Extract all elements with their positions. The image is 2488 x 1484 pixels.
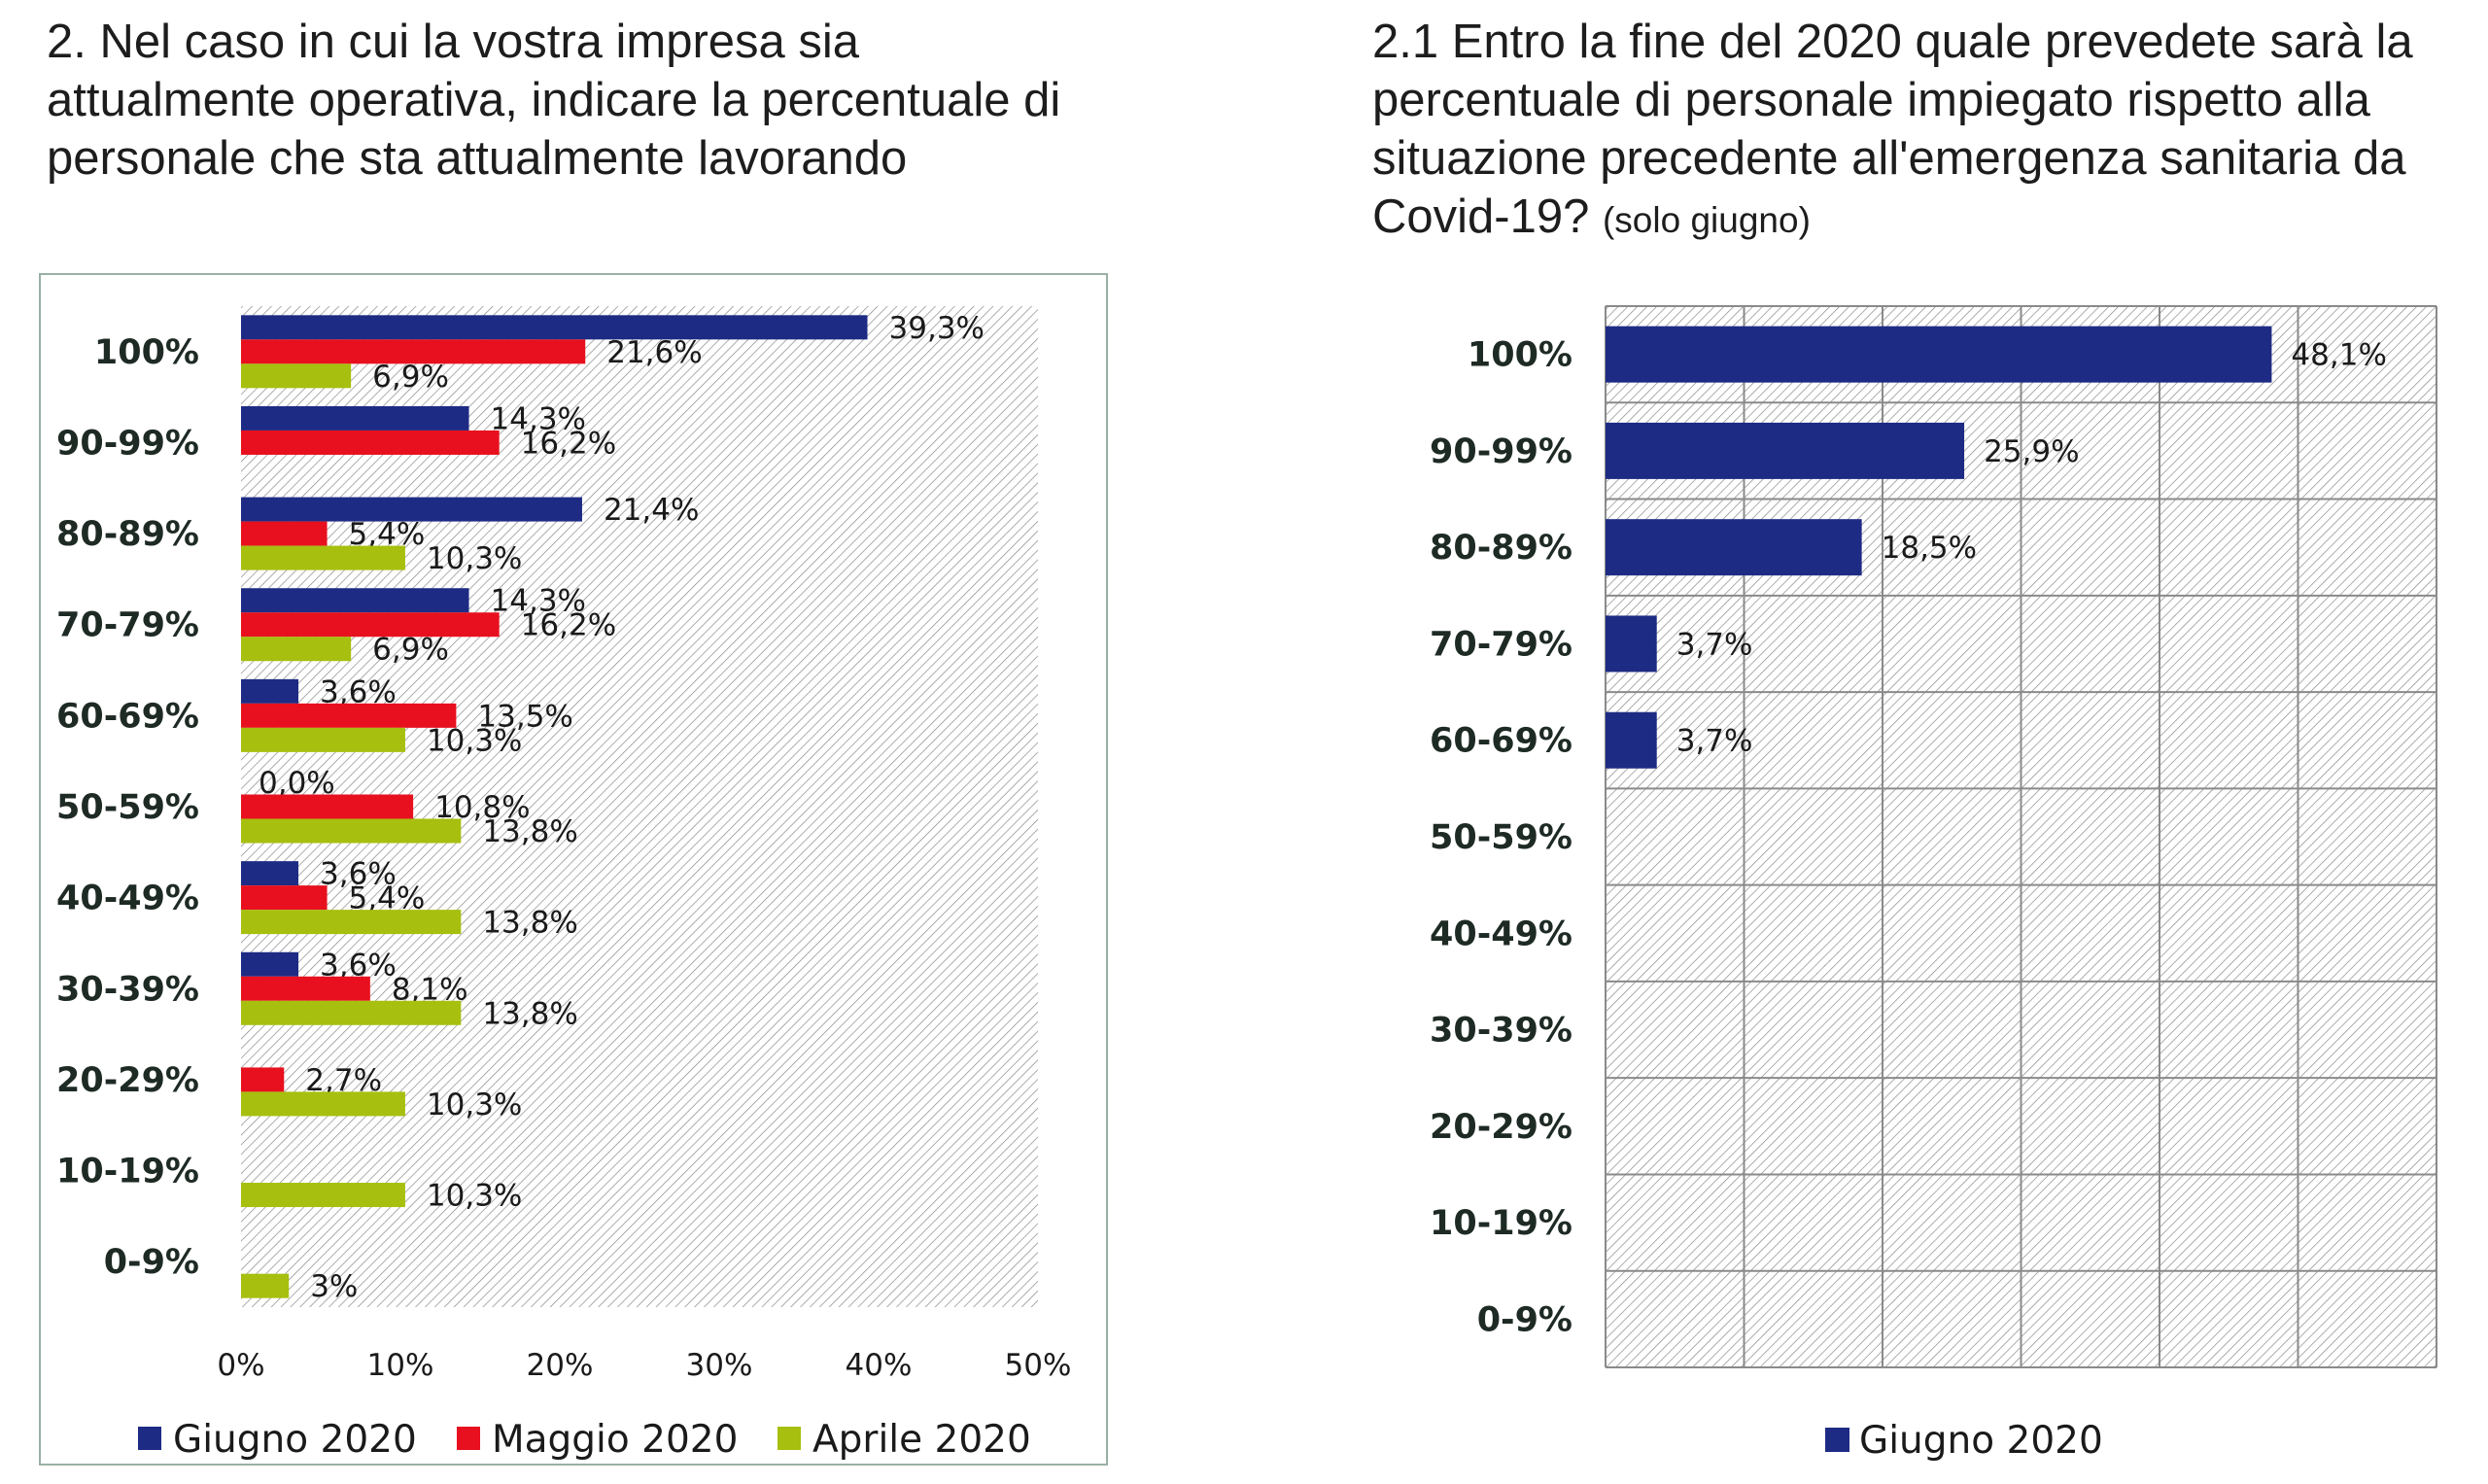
- right-legend-label: Giugno 2020: [1859, 1419, 2103, 1463]
- left-data-label: 3,6%: [320, 857, 397, 892]
- left-data-label: 3%: [310, 1269, 358, 1304]
- right-data-label: 3,7%: [1676, 724, 1753, 759]
- right-data-label: 3,7%: [1676, 627, 1753, 662]
- left-bar: [241, 1273, 290, 1298]
- left-bar: [241, 430, 500, 455]
- left-x-tick-label: 30%: [686, 1348, 753, 1383]
- left-data-label: 16,2%: [521, 608, 616, 643]
- left-legend-swatch: [138, 1427, 161, 1450]
- left-data-label: 14,3%: [491, 584, 586, 619]
- left-bar: [241, 497, 582, 522]
- right-category-label: 50-59%: [1430, 818, 1572, 857]
- left-bar: [241, 1091, 405, 1117]
- left-chart: 100%39,3%21,6%6,9%90-99%14,3%16,2%80-89%…: [56, 311, 1071, 1462]
- left-bar: [241, 405, 469, 431]
- left-category-label: 0-9%: [104, 1243, 199, 1282]
- right-bar: [1606, 326, 2272, 383]
- left-bar: [241, 521, 328, 546]
- left-legend-label: Giugno 2020: [173, 1418, 417, 1462]
- left-category-label: 80-89%: [56, 515, 199, 554]
- left-data-label: 21,4%: [604, 493, 699, 528]
- right-chart-title: 2.1 Entro la fine del 2020 quale prevede…: [1372, 13, 2471, 250]
- right-category-label: 90-99%: [1430, 432, 1572, 471]
- left-data-label: 13,8%: [482, 996, 577, 1031]
- right-category-label: 100%: [1468, 336, 1572, 375]
- left-bar: [241, 363, 352, 389]
- left-bar: [241, 545, 405, 570]
- left-chart-title: 2. Nel caso in cui la vostra impresa sia…: [47, 16, 1061, 185]
- right-bar: [1606, 711, 1657, 769]
- right-bar: [1606, 615, 1657, 673]
- left-data-label: 16,2%: [521, 426, 616, 461]
- left-bar: [241, 885, 328, 911]
- left-data-label: 6,9%: [372, 360, 449, 395]
- right-bar: [1606, 519, 1862, 576]
- left-category-label: 60-69%: [56, 697, 199, 736]
- right-category-label: 40-49%: [1430, 915, 1572, 953]
- left-data-label: 13,8%: [482, 906, 577, 941]
- left-legend-swatch: [778, 1427, 801, 1450]
- left-bar: [241, 678, 299, 704]
- right-bar: [1606, 422, 1965, 479]
- left-data-label: 10,3%: [427, 1087, 522, 1122]
- left-bar: [241, 612, 500, 638]
- left-x-tick-label: 40%: [846, 1348, 913, 1383]
- right-category-label: 80-89%: [1430, 529, 1572, 568]
- left-data-label: 13,5%: [477, 699, 572, 734]
- left-bar: [241, 976, 370, 1001]
- left-category-label: 50-59%: [56, 788, 199, 827]
- left-data-label: 10,3%: [427, 723, 522, 758]
- left-bar: [241, 339, 586, 364]
- left-category-label: 70-79%: [56, 606, 199, 645]
- left-x-tick-label: 50%: [1005, 1348, 1072, 1383]
- left-bar: [241, 794, 414, 819]
- left-category-label: 40-49%: [56, 880, 199, 918]
- left-bar: [241, 637, 352, 662]
- left-bar: [241, 703, 457, 728]
- left-legend-swatch: [457, 1427, 480, 1450]
- left-data-label: 21,6%: [606, 335, 702, 370]
- left-category-label: 10-19%: [56, 1153, 199, 1191]
- right-category-label: 0-9%: [1477, 1300, 1572, 1339]
- left-bar: [241, 1183, 405, 1208]
- left-category-label: 100%: [94, 333, 199, 372]
- left-legend-label: Aprile 2020: [812, 1418, 1031, 1462]
- left-data-label: 14,3%: [491, 401, 586, 436]
- right-category-label: 10-19%: [1430, 1204, 1572, 1243]
- right-data-label: 25,9%: [1984, 434, 2079, 469]
- right-data-label: 18,5%: [1882, 531, 1977, 566]
- left-x-tick-label: 0%: [217, 1348, 264, 1383]
- left-bar: [241, 1000, 462, 1025]
- left-category-label: 90-99%: [56, 424, 199, 463]
- left-bar: [241, 727, 405, 752]
- right-category-label: 30-39%: [1430, 1012, 1572, 1051]
- right-chart-title-main: 2.1 Entro la fine del 2020 quale prevede…: [1372, 16, 2413, 243]
- left-data-label: 13,8%: [482, 814, 577, 849]
- left-bar: [241, 588, 469, 613]
- left-bar: [241, 1067, 285, 1092]
- left-data-label: 10,3%: [427, 541, 522, 576]
- right-category-label: 70-79%: [1430, 625, 1572, 664]
- left-bar: [241, 951, 299, 977]
- right-category-label: 60-69%: [1430, 722, 1572, 761]
- right-legend-swatch: [1825, 1428, 1849, 1452]
- right-chart-title-note: (solo giugno): [1602, 200, 1811, 240]
- right-chart: 100% 48,1% 90-99% 25,9% 80-89% 18,5% 70-79% 3,7…: [1430, 305, 2437, 1463]
- left-x-tick-label: 10%: [367, 1348, 434, 1383]
- left-bar: [241, 315, 868, 340]
- left-category-label: 20-29%: [56, 1061, 199, 1100]
- left-data-label: 10,3%: [427, 1179, 522, 1214]
- right-category-label: 20-29%: [1430, 1108, 1572, 1147]
- left-bar: [241, 861, 299, 886]
- left-category-label: 30-39%: [56, 970, 199, 1009]
- right-data-label: 48,1%: [2291, 338, 2386, 373]
- left-legend-label: Maggio 2020: [492, 1418, 738, 1462]
- left-x-tick-label: 20%: [527, 1348, 594, 1383]
- left-data-label: 39,3%: [889, 311, 985, 346]
- left-data-label: 6,9%: [372, 633, 449, 668]
- left-bar: [241, 910, 462, 935]
- left-bar: [241, 818, 462, 844]
